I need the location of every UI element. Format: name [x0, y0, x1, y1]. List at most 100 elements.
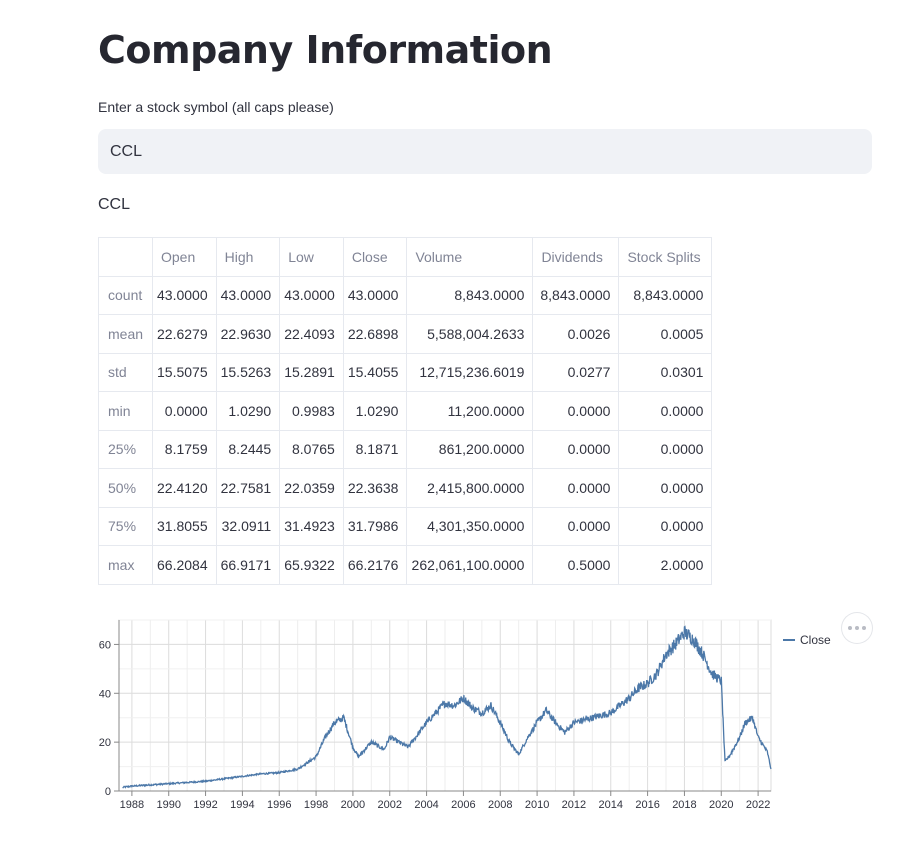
- row-label: 25%: [98, 429, 153, 469]
- x-tick-label: 1994: [230, 799, 254, 811]
- row-label: min: [98, 391, 153, 431]
- symbol-input-label: Enter a stock symbol (all caps please): [98, 99, 334, 115]
- chart-menu-button[interactable]: [842, 613, 872, 643]
- x-tick-label: 2022: [746, 799, 770, 811]
- x-tick-label: 1996: [267, 799, 291, 811]
- dot-icon: [848, 626, 852, 630]
- cell-close: 15.4055: [342, 352, 408, 392]
- row-label: count: [98, 275, 153, 315]
- row-label: 50%: [98, 468, 153, 508]
- x-tick-label: 2014: [599, 799, 623, 811]
- table-row: mean 22.6279 22.9630 22.4093 22.6898 5,588,00…: [98, 314, 713, 354]
- cell-dividends: 0.0000: [532, 429, 620, 469]
- cell-low: 22.0359: [279, 468, 344, 508]
- table-row: 50% 22.4120 22.7581 22.0359 22.3638 2,415,800…: [98, 468, 713, 508]
- table-row: 75% 31.8055 32.0911 31.4923 31.7986 4,301,350…: [98, 506, 713, 546]
- cell-volume: 8,843.0000: [406, 275, 534, 315]
- cell-open: 15.5075: [152, 352, 217, 392]
- row-label: max: [98, 545, 153, 585]
- y-tick-label: 40: [99, 688, 111, 700]
- x-tick-label: 2010: [525, 799, 549, 811]
- legend-label: Close: [800, 633, 831, 647]
- x-tick-label: 2008: [488, 799, 512, 811]
- cell-volume: 12,715,236.6019: [406, 352, 534, 392]
- header-open[interactable]: Open: [152, 237, 217, 277]
- cell-open: 0.0000: [152, 391, 217, 431]
- x-tick-label: 2012: [562, 799, 586, 811]
- symbol-echo-text: CCL: [98, 196, 131, 213]
- cell-high: 8.2445: [215, 429, 281, 469]
- table-row: std 15.5075 15.5263 15.2891 15.4055 12,715,23…: [98, 352, 713, 392]
- dot-icon: [862, 626, 866, 630]
- dot-icon: [855, 626, 859, 630]
- table-row: 25% 8.1759 8.2445 8.0765 8.1871 861,200.0000 0…: [98, 429, 713, 469]
- cell-high: 43.0000: [215, 275, 281, 315]
- x-tick-label: 1990: [156, 799, 180, 811]
- cell-low: 22.4093: [279, 314, 344, 354]
- cell-close: 66.2176: [342, 545, 408, 585]
- x-tick-label: 2000: [341, 799, 365, 811]
- x-tick-label: 1998: [304, 799, 328, 811]
- cell-open: 22.6279: [152, 314, 217, 354]
- symbol-input[interactable]: [98, 129, 872, 174]
- cell-open: 43.0000: [152, 275, 217, 315]
- table-row: count 43.0000 43.0000 43.0000 43.0000 8,843.0…: [98, 275, 713, 315]
- cell-close: 31.7986: [342, 506, 408, 546]
- cell-close: 43.0000: [342, 275, 408, 315]
- table-header-row: Open High Low Close Volume Dividends Sto…: [98, 237, 713, 277]
- table-row: min 0.0000 1.0290 0.9983 1.0290 11,200.0000 0.…: [98, 391, 713, 431]
- cell-stock-splits: 8,843.0000: [618, 275, 713, 315]
- x-tick-label: 2006: [451, 799, 475, 811]
- cell-close: 22.3638: [342, 468, 408, 508]
- statistics-table: Open High Low Close Volume Dividends Sto…: [98, 237, 713, 585]
- x-tick-label: 2020: [709, 799, 733, 811]
- x-tick-label: 2016: [635, 799, 659, 811]
- cell-stock-splits: 0.0301: [618, 352, 713, 392]
- row-label: std: [98, 352, 153, 392]
- cell-high: 32.0911: [215, 506, 281, 546]
- cell-high: 22.7581: [215, 468, 281, 508]
- cell-stock-splits: 0.0000: [618, 429, 713, 469]
- cell-low: 15.2891: [279, 352, 344, 392]
- cell-low: 8.0765: [279, 429, 344, 469]
- cell-dividends: 0.0000: [532, 468, 620, 508]
- close-series-line: [122, 625, 772, 789]
- cell-high: 22.9630: [215, 314, 281, 354]
- x-tick-label: 1988: [120, 799, 144, 811]
- header-high[interactable]: High: [215, 237, 281, 277]
- cell-volume: 262,061,100.0000: [406, 545, 534, 585]
- cell-dividends: 8,843.0000: [532, 275, 620, 315]
- table-row: max 66.2084 66.9171 65.9322 66.2176 262,061,1…: [98, 545, 713, 585]
- header-low[interactable]: Low: [279, 237, 344, 277]
- close-price-chart: 1988 1990 1992 1994 1996 1998 2000 2002 2004 2006…: [99, 619, 831, 811]
- x-tick-label: 2018: [672, 799, 696, 811]
- header-stock-splits[interactable]: Stock Splits: [618, 237, 713, 277]
- y-tick-label: 20: [99, 737, 111, 749]
- cell-stock-splits: 0.0005: [618, 314, 713, 354]
- cell-volume: 5,588,004.2633: [406, 314, 534, 354]
- cell-low: 43.0000: [279, 275, 344, 315]
- cell-low: 65.9322: [279, 545, 344, 585]
- row-label: mean: [98, 314, 153, 354]
- cell-dividends: 0.0000: [532, 506, 620, 546]
- header-dividends[interactable]: Dividends: [532, 237, 620, 277]
- cell-close: 1.0290: [342, 391, 408, 431]
- cell-volume: 4,301,350.0000: [406, 506, 534, 546]
- cell-stock-splits: 0.0000: [618, 391, 713, 431]
- y-tick-label: 0: [105, 786, 111, 798]
- cell-volume: 11,200.0000: [406, 391, 534, 431]
- y-tick-label: 60: [99, 639, 111, 651]
- cell-close: 22.6898: [342, 314, 408, 354]
- cell-high: 66.9171: [215, 545, 281, 585]
- row-label: 75%: [98, 506, 153, 546]
- cell-dividends: 0.5000: [532, 545, 620, 585]
- cell-high: 1.0290: [215, 391, 281, 431]
- header-close[interactable]: Close: [342, 237, 408, 277]
- cell-volume: 2,415,800.0000: [406, 468, 534, 508]
- header-volume[interactable]: Volume: [406, 237, 534, 277]
- header-index: [98, 237, 153, 277]
- cell-open: 31.8055: [152, 506, 217, 546]
- cell-stock-splits: 0.0000: [618, 468, 713, 508]
- x-tick-label: 1992: [193, 799, 217, 811]
- cell-dividends: 0.0000: [532, 391, 620, 431]
